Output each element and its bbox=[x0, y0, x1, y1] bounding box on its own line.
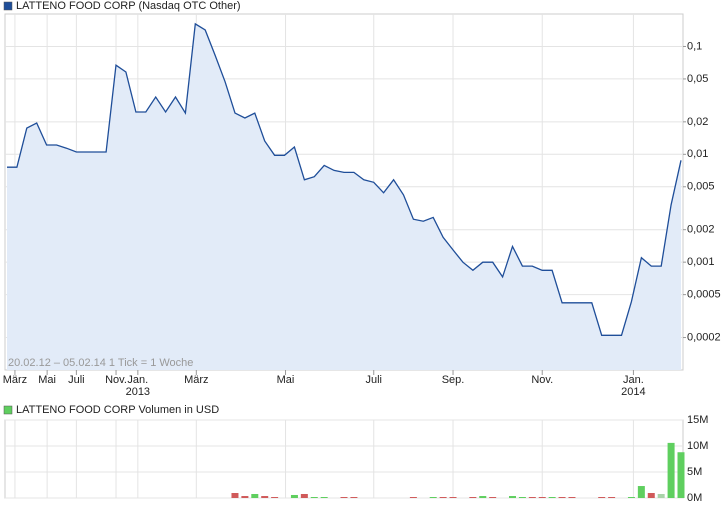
volume-bar bbox=[528, 497, 536, 498]
x-tick-label: Nov. bbox=[105, 374, 127, 386]
volume-bar bbox=[509, 496, 516, 498]
volume-bar bbox=[667, 442, 675, 498]
volume-bar bbox=[261, 496, 269, 498]
year-label: 2014 bbox=[621, 386, 645, 398]
x-tick-label: Mai bbox=[277, 374, 295, 386]
volume-bar bbox=[241, 496, 249, 498]
x-tick-label: Juli bbox=[68, 374, 85, 386]
volume-bar bbox=[310, 497, 318, 498]
x-tick-label: März bbox=[184, 374, 208, 386]
volume-bar bbox=[300, 493, 308, 498]
volume-bar bbox=[598, 497, 606, 498]
volume-bar bbox=[251, 493, 259, 498]
volume-bar bbox=[647, 493, 655, 498]
y-tick-label: 0,001 bbox=[687, 256, 715, 268]
volume-bar bbox=[518, 497, 526, 498]
volume-bar bbox=[627, 497, 635, 498]
x-tick-label: Sep. bbox=[442, 374, 465, 386]
y-tick-label: 10M bbox=[687, 440, 708, 452]
volume-bar bbox=[271, 497, 279, 498]
volume-bar bbox=[320, 497, 328, 498]
y-tick-label: 0,0002 bbox=[687, 331, 721, 343]
volume-bar bbox=[290, 494, 298, 498]
x-tick-label: Jan. bbox=[623, 374, 644, 386]
volume-bar bbox=[350, 497, 358, 498]
volume-bar bbox=[677, 452, 685, 498]
volume-bar bbox=[548, 497, 556, 498]
year-label: 2013 bbox=[126, 386, 150, 398]
volume-bar bbox=[231, 493, 239, 498]
volume-bar bbox=[439, 497, 447, 498]
y-tick-label: 5M bbox=[687, 466, 702, 478]
volume-bar bbox=[449, 497, 457, 498]
x-tick-label: Mai bbox=[38, 374, 56, 386]
y-tick-label: 0,005 bbox=[687, 181, 715, 193]
x-tick-label: März bbox=[3, 374, 27, 386]
y-tick-label: 0,01 bbox=[687, 148, 708, 160]
x-tick-label: Juli bbox=[365, 374, 382, 386]
volume-bar bbox=[340, 497, 348, 498]
y-tick-label: 0M bbox=[687, 492, 702, 504]
price-area bbox=[7, 23, 681, 371]
volume-bar bbox=[608, 497, 616, 498]
y-tick-label: 0,1 bbox=[687, 40, 702, 52]
legend-swatch bbox=[3, 405, 13, 415]
volume-bar bbox=[558, 497, 566, 498]
y-tick-label: 15M bbox=[687, 414, 708, 426]
volume-bar bbox=[429, 497, 437, 498]
plot-area bbox=[4, 419, 684, 499]
legend-title: LATTENO FOOD CORP (Nasdaq OTC Other) bbox=[16, 0, 241, 12]
volume-bar bbox=[568, 497, 576, 498]
volume-bar bbox=[637, 486, 645, 498]
legend-swatch bbox=[3, 1, 13, 11]
y-tick-label: 0,002 bbox=[687, 224, 715, 236]
info-text: 20.02.12 – 05.02.14 1 Tick = 1 Woche bbox=[8, 357, 193, 369]
legend-title: LATTENO FOOD CORP Volumen in USD bbox=[16, 404, 219, 416]
volume-bar bbox=[409, 497, 417, 498]
volume-bar bbox=[538, 497, 546, 498]
volume-bar bbox=[469, 497, 477, 498]
y-tick-label: 0,05 bbox=[687, 73, 708, 85]
y-tick-label: 0,02 bbox=[687, 116, 708, 128]
volume-bar bbox=[657, 493, 665, 498]
price-line bbox=[7, 22, 682, 336]
x-tick-label: Nov. bbox=[531, 374, 553, 386]
x-tick-label: Jan. bbox=[127, 374, 148, 386]
volume-bar bbox=[489, 497, 497, 498]
volume-bar bbox=[479, 496, 487, 498]
y-tick-label: 0,0005 bbox=[687, 289, 721, 301]
